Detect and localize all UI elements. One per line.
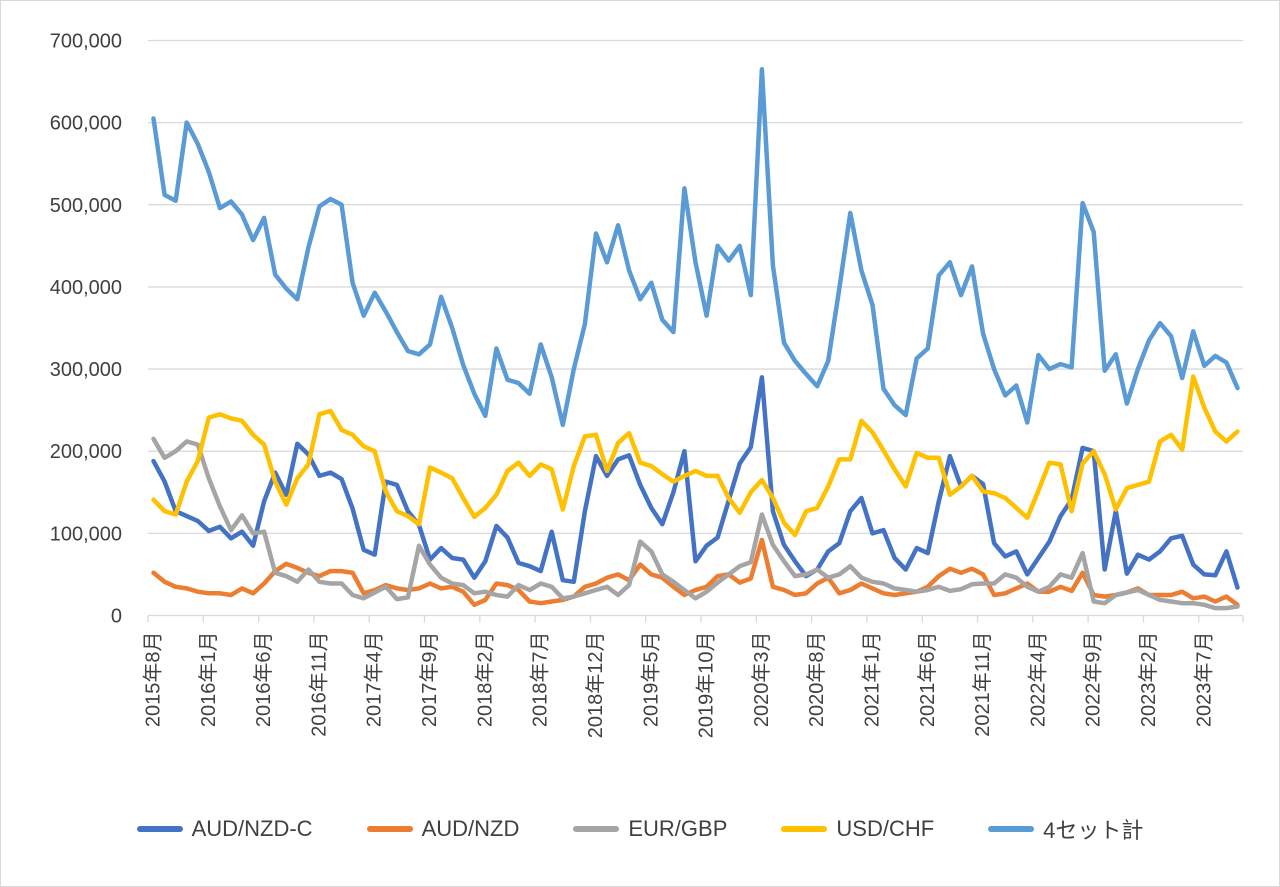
legend-label-aud-nzd: AUD/NZD — [421, 816, 520, 841]
legend-item-usd-chf[interactable]: USD/CHF — [781, 816, 934, 842]
legend-label-usd-chf: USD/CHF — [836, 816, 935, 841]
x-axis-tick-label: 2023年7月 — [1192, 632, 1215, 728]
legend-label-four-set-total: 4セット計 — [1043, 818, 1144, 843]
series-line-four-set-total[interactable] — [151, 67, 1240, 428]
legend-label-aud-nzd-c: AUD/NZD-C — [191, 816, 313, 841]
x-axis-tick-label: 2020年8月 — [805, 632, 828, 728]
legend-item-aud-nzd[interactable]: AUD/NZD — [366, 816, 520, 842]
legend-item-aud-nzd-c[interactable]: AUD/NZD-C — [136, 816, 313, 842]
x-axis-tick-label: 2022年4月 — [1026, 632, 1049, 728]
y-axis-labels: 0 100,000 200,000 300,000 400,000 500,000 600,… — [50, 31, 122, 628]
series-line-eur-gbp[interactable] — [151, 436, 1240, 611]
x-axis-tick-label: 2016年6月 — [252, 632, 275, 728]
gridlines — [148, 39, 1243, 535]
x-axis — [147, 614, 1244, 623]
y-axis-tick-label: 700,000 — [50, 31, 122, 53]
y-axis-tick-label: 100,000 — [50, 523, 122, 545]
y-axis-tick-label: 200,000 — [50, 441, 122, 463]
y-axis-tick-label: 0 — [111, 606, 122, 628]
legend-swatch-aud-nzd — [366, 826, 413, 832]
x-axis-tick-label: 2021年11月 — [971, 631, 994, 736]
x-axis-tick-label: 2017年9月 — [418, 632, 441, 728]
x-axis-tick-label: 2016年1月 — [197, 632, 220, 728]
line-chart: 0 100,000 200,000 300,000 400,000 500,000 600,… — [50, 31, 1244, 738]
x-axis-labels: 2015年8月 2016年1月 2016年6月 2016年11月 2017年4月 2017… — [142, 631, 1216, 738]
legend-swatch-eur-gbp — [573, 826, 620, 832]
legend-item-four-set-total[interactable]: 4セット計 — [988, 813, 1143, 845]
y-axis-tick-label: 600,000 — [50, 113, 122, 135]
x-axis-tick-label: 2016年11月 — [307, 632, 330, 737]
x-axis-tick-label: 2022年9月 — [1082, 632, 1105, 728]
series-line-aud-nzd-c[interactable] — [151, 375, 1240, 590]
legend-swatch-four-set-total — [988, 826, 1035, 832]
legend-label-eur-gbp: EUR/GBP — [628, 816, 728, 841]
x-axis-tick-label: 2018年7月 — [529, 632, 552, 728]
x-axis-tick-label: 2018年12月 — [584, 632, 607, 739]
x-axis-tick-label: 2017年4月 — [363, 632, 386, 728]
x-axis-tick-label: 2018年2月 — [473, 632, 496, 728]
x-axis-tick-label: 2020年3月 — [750, 632, 773, 728]
series-line-usd-chf[interactable] — [151, 374, 1240, 538]
y-axis-tick-label: 500,000 — [50, 195, 122, 217]
x-axis-tick-label: 2015年8月 — [142, 632, 165, 728]
x-axis-tick-label: 2019年10月 — [695, 632, 718, 739]
legend-swatch-usd-chf — [781, 826, 828, 832]
y-axis-tick-label: 400,000 — [50, 277, 122, 299]
legend: AUD/NZD-C AUD/NZD EUR/GBP USD/CHF 4セット計 — [1, 813, 1279, 845]
series-line-aud-nzd[interactable] — [151, 537, 1240, 608]
x-axis-tick-label: 2021年6月 — [916, 632, 939, 728]
y-axis-tick-label: 300,000 — [50, 359, 122, 381]
legend-swatch-aud-nzd-c — [136, 826, 183, 832]
x-axis-tick-label: 2019年5月 — [639, 632, 662, 728]
x-axis-tick-label: 2023年2月 — [1137, 632, 1160, 728]
legend-item-eur-gbp[interactable]: EUR/GBP — [573, 816, 727, 842]
x-axis-tick-label: 2021年1月 — [860, 632, 883, 728]
